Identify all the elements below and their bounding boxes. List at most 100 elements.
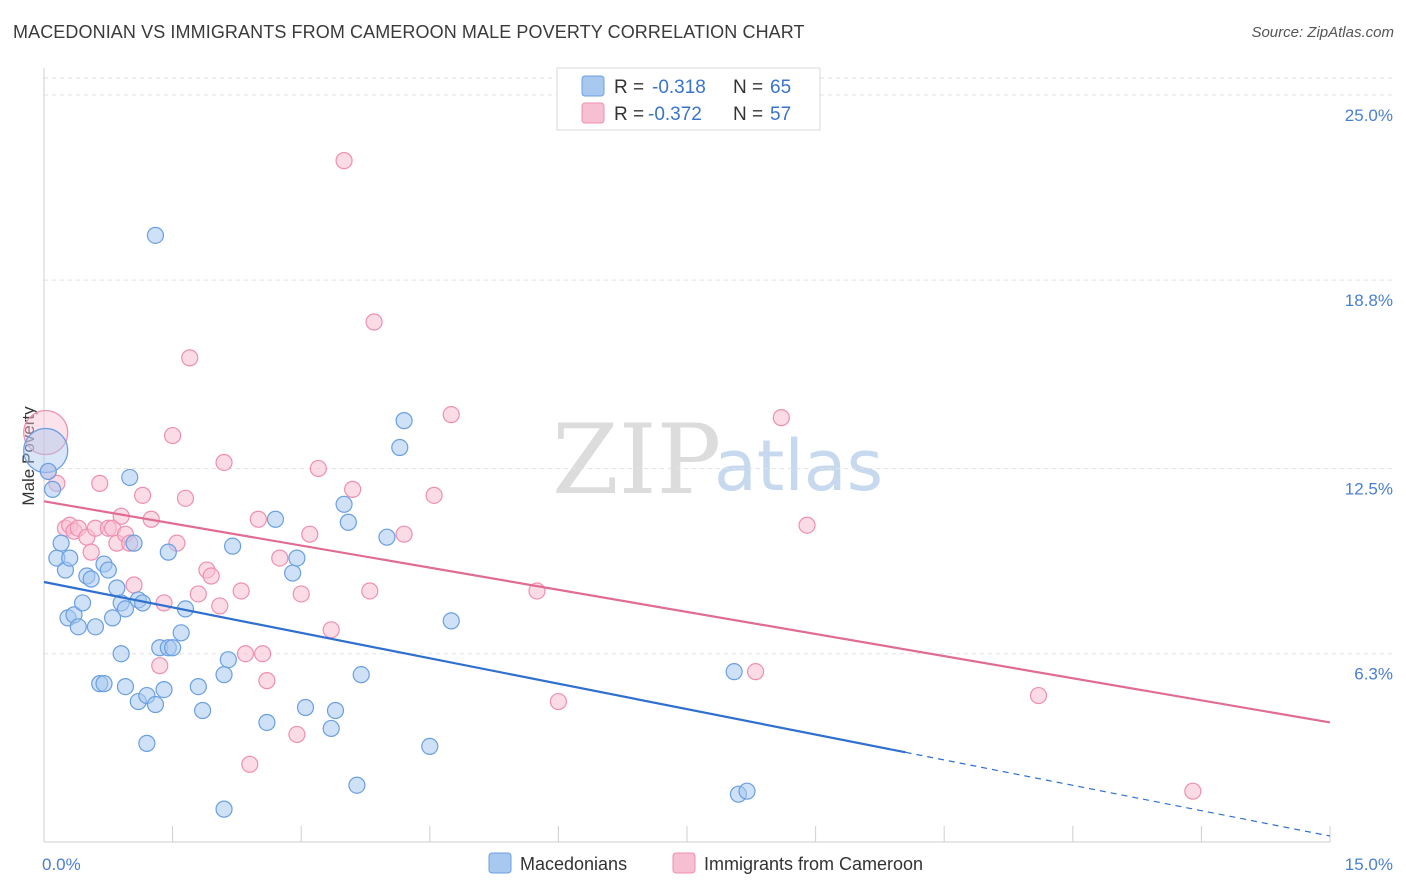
macedonians-point [284,564,302,582]
chart-title: MACEDONIAN VS IMMIGRANTS FROM CAMEROON M… [13,22,805,42]
legend-n-label-2: N = [733,104,763,125]
cameroon-point [236,645,255,663]
gridlines [44,77,1392,655]
macedonians-point [95,675,113,693]
cameroon-point [91,474,109,492]
legend-r-label-2: R = [614,104,644,125]
legend-swatch-cameroon [581,102,605,124]
macedonians-point [116,678,135,696]
macedonians-point [116,600,135,618]
cameroon-point [549,692,568,711]
bottom-legend-label-macedonians: Macedonians [520,854,627,874]
macedonians-point [215,666,233,684]
cameroon-point [202,567,220,585]
macedonians-point [82,570,100,588]
macedonians-point [43,480,62,498]
watermark: ZIP atlas [552,404,883,516]
macedonians-point [172,624,190,642]
x-tick-labels: 0.0% 15.0% [42,855,1393,874]
trend-lines [43,500,1331,837]
y-tick-label: 6.3% [1354,665,1393,684]
macedonians-point [108,579,126,597]
macedonians-point [395,412,413,430]
macedonians-point [164,639,182,657]
cameroon-point [181,349,199,367]
cameroon-point [176,489,195,507]
cameroon-point [425,486,443,504]
cameroon-point [232,582,250,600]
cameroon-point [746,663,765,681]
macedonians-point [378,528,396,546]
macedonians-point [348,776,366,794]
macedonians-point [738,782,756,800]
macedonians-point [266,510,285,528]
cameroon-point [309,459,327,478]
macedonians-point [155,680,173,699]
cameroon-point [249,510,267,528]
macedonians-point [159,543,177,561]
bottom-legend-swatch-macedonians [488,852,512,874]
cameroon-point [772,409,790,427]
cameroon-point [798,516,816,534]
macedonians-point [288,549,306,567]
series-legend: Macedonians Immigrants from Cameroon [488,852,923,874]
bottom-legend-label-cameroon: Immigrants from Cameroon [704,854,923,874]
macedonians-point [339,513,357,531]
macedonians-point [215,800,233,818]
trend-line-cameroon [43,500,1331,724]
y-tick-label: 12.5% [1345,479,1393,498]
trend-line-macedonians-extrapolated [905,751,1331,837]
macedonians-point [103,609,122,627]
cameroon-point [23,409,69,456]
macedonians-point [258,713,276,732]
macedonians-point [296,698,315,717]
cameroon-point [322,621,340,639]
macedonians-point [421,737,439,755]
macedonians-point [52,534,70,552]
macedonians-point [352,666,370,684]
legend-n-label-1: N = [733,77,763,98]
macedonians-point [322,719,340,738]
macedonians-point [725,663,743,681]
cameroon-point [189,585,207,603]
macedonians-point [219,651,237,669]
macedonians-point [61,549,79,567]
x-tick-label-min: 0.0% [42,855,81,874]
legend-r-label-1: R = [614,77,644,98]
cameroon-point [241,755,259,773]
macedonians-point [391,438,409,457]
cameroon-point [365,313,383,331]
cameroon-point [82,543,100,561]
macedonians-point [335,495,353,513]
cameroon-point [215,453,233,472]
macedonians-point [326,701,345,720]
legend-r-value-1: -0.318 [652,77,706,98]
legend-n-value-2: 57 [770,104,791,125]
cameroon-point [211,597,229,615]
macedonians-point [138,734,156,752]
cameroon-point [164,426,182,445]
macedonians-point [86,618,105,636]
macedonians-point [121,468,139,487]
cameroon-point [254,645,272,663]
legend-swatch-macedonians [581,75,605,97]
cameroon-point [125,576,143,594]
macedonians-point [39,462,57,481]
legend-r-value-2: -0.372 [648,104,702,125]
macedonians-point [442,612,460,630]
macedonians-point [146,695,165,714]
cameroon-point [288,725,306,744]
macedonians-point [224,537,242,555]
y-tick-labels: 6.3% 12.5% 18.8% 25.0% [1345,106,1393,684]
cameroon-point [335,152,353,170]
correlation-legend: R = -0.318 N = 65 R = -0.372 N = 57 [556,67,821,131]
cameroon-point [271,549,289,567]
bottom-legend-swatch-cameroon [672,852,696,874]
cameroon-point [155,594,173,612]
cameroon-point [301,525,319,543]
watermark-zip: ZIP [552,404,721,516]
source-label: Source: ZipAtlas.com [1251,24,1394,41]
series-macedonians-points [23,226,756,818]
macedonians-point [99,561,117,579]
